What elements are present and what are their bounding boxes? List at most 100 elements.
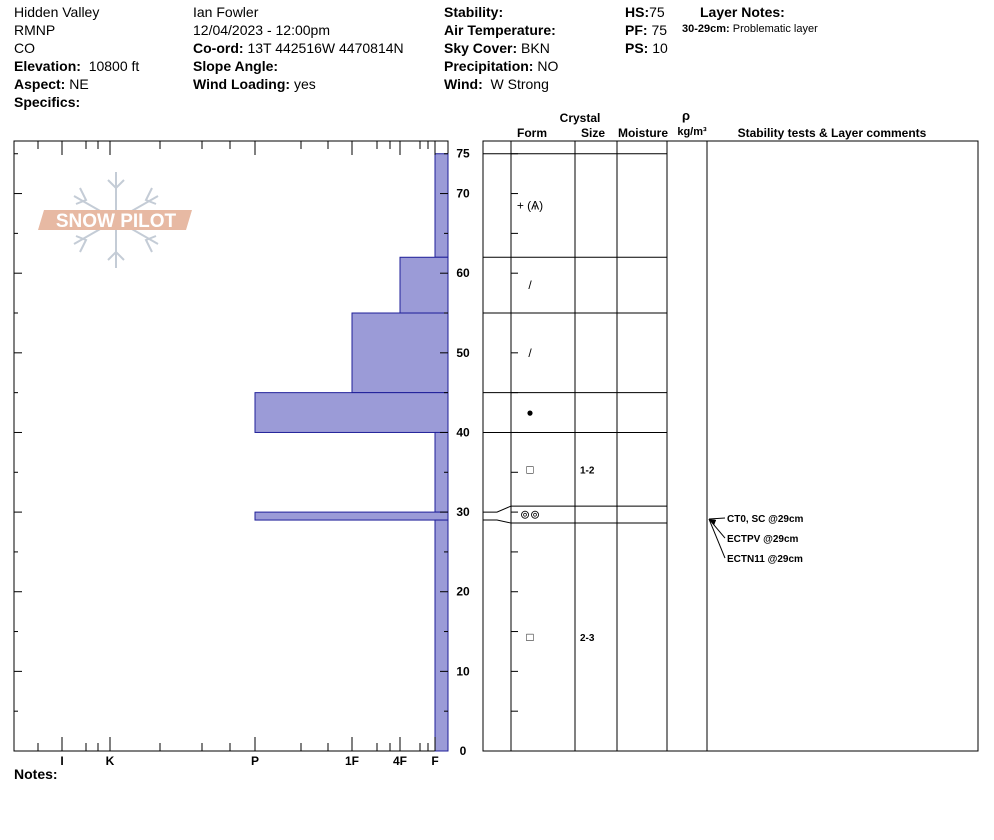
grain-form: + (Ѧ) <box>517 199 543 213</box>
hs-field: HS:75 <box>625 3 665 21</box>
depth-tick-label: 75 <box>456 147 470 161</box>
specifics-label: Specifics: <box>14 94 81 110</box>
hardness-tick-label: 4F <box>393 754 407 768</box>
sky-value: BKN <box>521 40 550 56</box>
wind-value: W Strong <box>490 76 549 92</box>
hardness-ticks: I K P 1F 4F F <box>37 141 439 768</box>
pf-label: PF: <box>625 22 648 38</box>
wind-loading-value: yes <box>293 76 316 92</box>
coord-value: 13T 442516W 4470814N <box>247 40 404 56</box>
stability-tests: CT0, SC @29cm ECTPV @29cm ECTN11 @29cm <box>708 514 804 565</box>
hardness-tick-label: I <box>60 754 63 768</box>
layer-note-text: Problematic layer <box>732 23 818 35</box>
layer-note-range: 30-29cm: <box>682 23 730 35</box>
hardness-tick-label: P <box>251 754 259 768</box>
grain-form: □ <box>526 630 533 644</box>
layer-notes-label: Layer Notes: <box>700 4 785 20</box>
ps-field: PS: 10 <box>625 39 668 57</box>
precip-value: NO <box>537 58 559 74</box>
depth-tick-label: 40 <box>456 425 470 439</box>
layer-connector <box>483 519 512 524</box>
density-unit-header: kg/m³ <box>677 126 707 138</box>
sky-field: Sky Cover: BKN <box>444 39 550 57</box>
location: Hidden Valley <box>14 4 100 20</box>
grain-size: 1-2 <box>580 465 595 476</box>
air-temp-field: Air Temperature: <box>444 21 556 39</box>
slope-field: Slope Angle: <box>193 57 278 75</box>
stability-label: Stability: <box>444 4 504 20</box>
depth-tick-label: 20 <box>456 585 470 599</box>
coord-label: Co-ord: <box>193 40 244 56</box>
ps-value: 10 <box>652 40 668 56</box>
stability-test-label: CT0, SC @29cm <box>727 514 804 525</box>
elevation-field: Elevation: 10800 ft <box>14 57 139 75</box>
ps-label: PS: <box>625 40 649 56</box>
notes-label: Notes: <box>14 766 58 782</box>
stability-test-pointer <box>708 517 726 520</box>
wind-loading-label: Wind Loading: <box>193 76 291 92</box>
layer-rows: + (Ѧ) / / ● □ 1-2 ⊚⊚ □ 2-3 <box>483 153 667 644</box>
depth-tick-label: 60 <box>456 266 470 280</box>
slope-label: Slope Angle: <box>193 58 279 74</box>
air-temp-label: Air Temperature: <box>444 22 556 38</box>
layer-notes-title: Layer Notes: <box>700 3 785 21</box>
aspect-value: NE <box>69 76 89 92</box>
stability-test-arrowhead <box>709 519 716 526</box>
specifics-field: Specifics: <box>14 93 80 111</box>
hardness-tick-label: K <box>106 754 115 768</box>
hardness-bar-3 <box>254 392 449 433</box>
hardness-bar-2 <box>351 312 449 394</box>
pf-value: 75 <box>651 22 668 38</box>
grain-form: / <box>528 278 532 292</box>
aspect-field: Aspect: NE <box>14 75 89 93</box>
form-header: Form <box>517 126 547 140</box>
elevation-value: 10800 ft <box>88 58 140 74</box>
observer: Ian Fowler <box>193 4 259 20</box>
hardness-bar-1 <box>399 256 449 314</box>
depth-tick-label: 70 <box>456 187 470 201</box>
stability-test-label: ECTN11 @29cm <box>727 554 803 565</box>
sky-label: Sky Cover: <box>444 40 518 56</box>
snowpilot-logo: SNOW PILOT <box>38 172 192 268</box>
stability-test-label: ECTPV @29cm <box>727 534 799 545</box>
logo-banner <box>38 210 192 230</box>
stability-comments-header: Stability tests & Layer comments <box>738 126 927 140</box>
layer-connector <box>483 505 512 513</box>
hardness-bar-0 <box>434 153 449 258</box>
elevation-label: Elevation: <box>14 58 81 74</box>
precip-label: Precipitation: <box>444 58 534 74</box>
size-header: Size <box>581 126 605 140</box>
wind-loading-field: Wind Loading: yes <box>193 75 316 93</box>
grain-form: / <box>528 346 532 360</box>
wind-field: Wind: W Strong <box>444 75 549 93</box>
stability-field: Stability: <box>444 3 503 21</box>
grain-form: ⊚⊚ <box>520 508 540 522</box>
depth-tick-label: 0 <box>460 744 467 758</box>
aspect-label: Aspect: <box>14 76 66 92</box>
grain-form: □ <box>526 462 533 476</box>
depth-ticks: 0 10 20 30 40 50 60 70 75 <box>14 147 470 758</box>
notes-field: Notes: <box>14 765 58 783</box>
depth-tick-label: 10 <box>456 664 470 678</box>
wind-label: Wind: <box>444 76 483 92</box>
layer-table-frame <box>482 140 979 752</box>
layer-note: 30-29cm: Problematic layer <box>682 23 818 35</box>
coord-field: Co-ord: 13T 442516W 4470814N <box>193 39 404 57</box>
hardness-bar-6 <box>434 519 449 752</box>
datetime: 12/04/2023 - 12:00pm <box>193 22 330 38</box>
logo-text: SNOW PILOT <box>56 211 177 232</box>
hardness-tick-label: F <box>431 754 438 768</box>
stability-test-pointer <box>708 518 726 559</box>
hs-label: HS: <box>625 4 650 20</box>
rho-header: ρ <box>682 108 690 123</box>
hardness-plot-frame <box>13 140 449 752</box>
pf-field: PF: 75 <box>625 21 667 39</box>
hardness-tick-label: 1F <box>345 754 359 768</box>
grain-form: ● <box>526 406 533 420</box>
area: RMNP <box>14 22 56 38</box>
moisture-header: Moisture <box>618 126 668 140</box>
hs-value: 75 <box>649 4 665 20</box>
hardness-bar-5 <box>254 511 449 521</box>
crystal-header: Crystal <box>560 111 601 125</box>
